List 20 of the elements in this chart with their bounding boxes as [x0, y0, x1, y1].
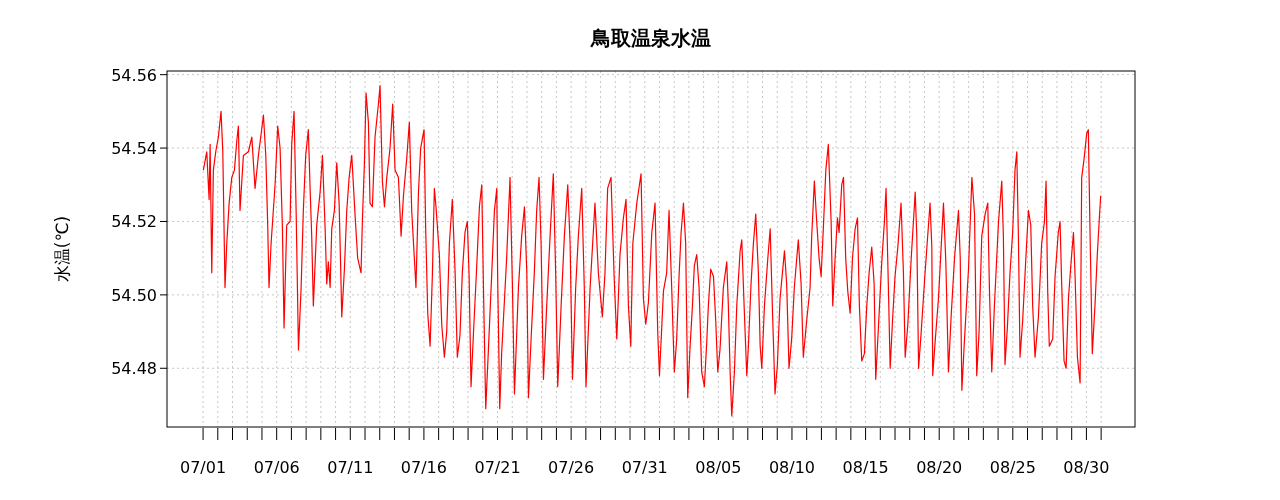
x-tick-label: 07/31 — [621, 458, 668, 477]
y-tick-label: 54.52 — [111, 212, 157, 232]
x-tick-label: 07/11 — [327, 458, 374, 477]
x-tick-label: 07/01 — [180, 458, 227, 477]
y-tick-label: 54.50 — [111, 285, 157, 305]
x-tick-label: 07/16 — [400, 458, 447, 477]
chart-title: 鳥取温泉水温 — [590, 26, 711, 50]
y-tick-label: 54.48 — [111, 359, 157, 379]
y-tick-label: 54.54 — [111, 139, 157, 159]
x-tick-label: 08/05 — [695, 458, 742, 477]
x-tick-label: 07/21 — [474, 458, 521, 477]
x-tick-label: 08/10 — [768, 458, 816, 477]
y-axis-title: 水温(℃) — [52, 215, 72, 283]
x-tick-label: 08/25 — [989, 458, 1036, 477]
x-tick-label: 08/15 — [842, 458, 889, 477]
x-tick-label: 08/20 — [916, 458, 963, 477]
x-tick-label: 07/26 — [548, 458, 595, 477]
x-tick-label: 08/30 — [1063, 458, 1110, 477]
x-tick-label: 07/06 — [253, 458, 300, 477]
y-tick-label: 54.56 — [111, 65, 157, 85]
